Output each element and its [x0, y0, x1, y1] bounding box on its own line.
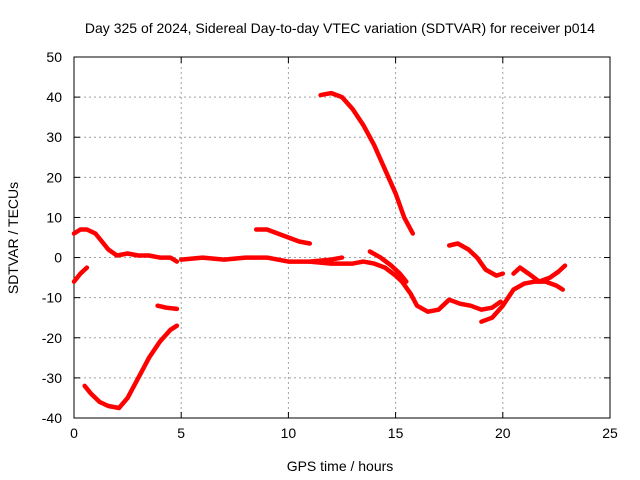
series-arc-1: [71, 227, 180, 264]
x-tick-label: 10: [281, 425, 297, 441]
series-arc-8: [307, 259, 503, 314]
x-tick-label: 25: [602, 425, 618, 441]
plot-frame: [73, 56, 611, 419]
x-axis-label: GPS time / hours: [287, 458, 394, 474]
y-tick-label: 50: [46, 49, 62, 65]
y-tick-label: -20: [42, 330, 62, 346]
y-tick-label: -10: [42, 290, 62, 306]
chart-title: Day 325 of 2024, Sidereal Day-to-day VTE…: [85, 20, 595, 36]
series-arc-5: [178, 255, 345, 264]
y-tick-label: 20: [46, 169, 62, 185]
series-arc-10: [446, 241, 506, 278]
x-tick-label: 0: [70, 425, 78, 441]
x-tick-label: 20: [495, 425, 511, 441]
y-tick-label: -40: [42, 410, 62, 426]
y-tick-label: -30: [42, 370, 62, 386]
series-arc-6: [253, 227, 313, 246]
axis-ticks: 0 5 10 15 20 25 -40 -30 -20 -10 0 10 20 30 40 50: [42, 49, 618, 441]
y-tick-label: 0: [54, 250, 62, 266]
series-arc-11: [479, 279, 566, 324]
x-tick-label: 5: [177, 425, 185, 441]
grid: [74, 57, 610, 418]
series-arc-12: [511, 263, 568, 284]
y-tick-label: 30: [46, 129, 62, 145]
y-tick-label: 10: [46, 209, 62, 225]
series-arc-7: [318, 90, 416, 236]
data-series: [71, 90, 568, 411]
series-arc-9: [367, 249, 409, 284]
x-tick-label: 15: [388, 425, 404, 441]
series-arc-3: [82, 323, 180, 411]
series-arc-4: [155, 303, 180, 312]
series-arc-2: [71, 265, 90, 284]
y-axis-label: SDTVAR / TECUs: [5, 182, 21, 294]
y-tick-label: 40: [46, 89, 62, 105]
